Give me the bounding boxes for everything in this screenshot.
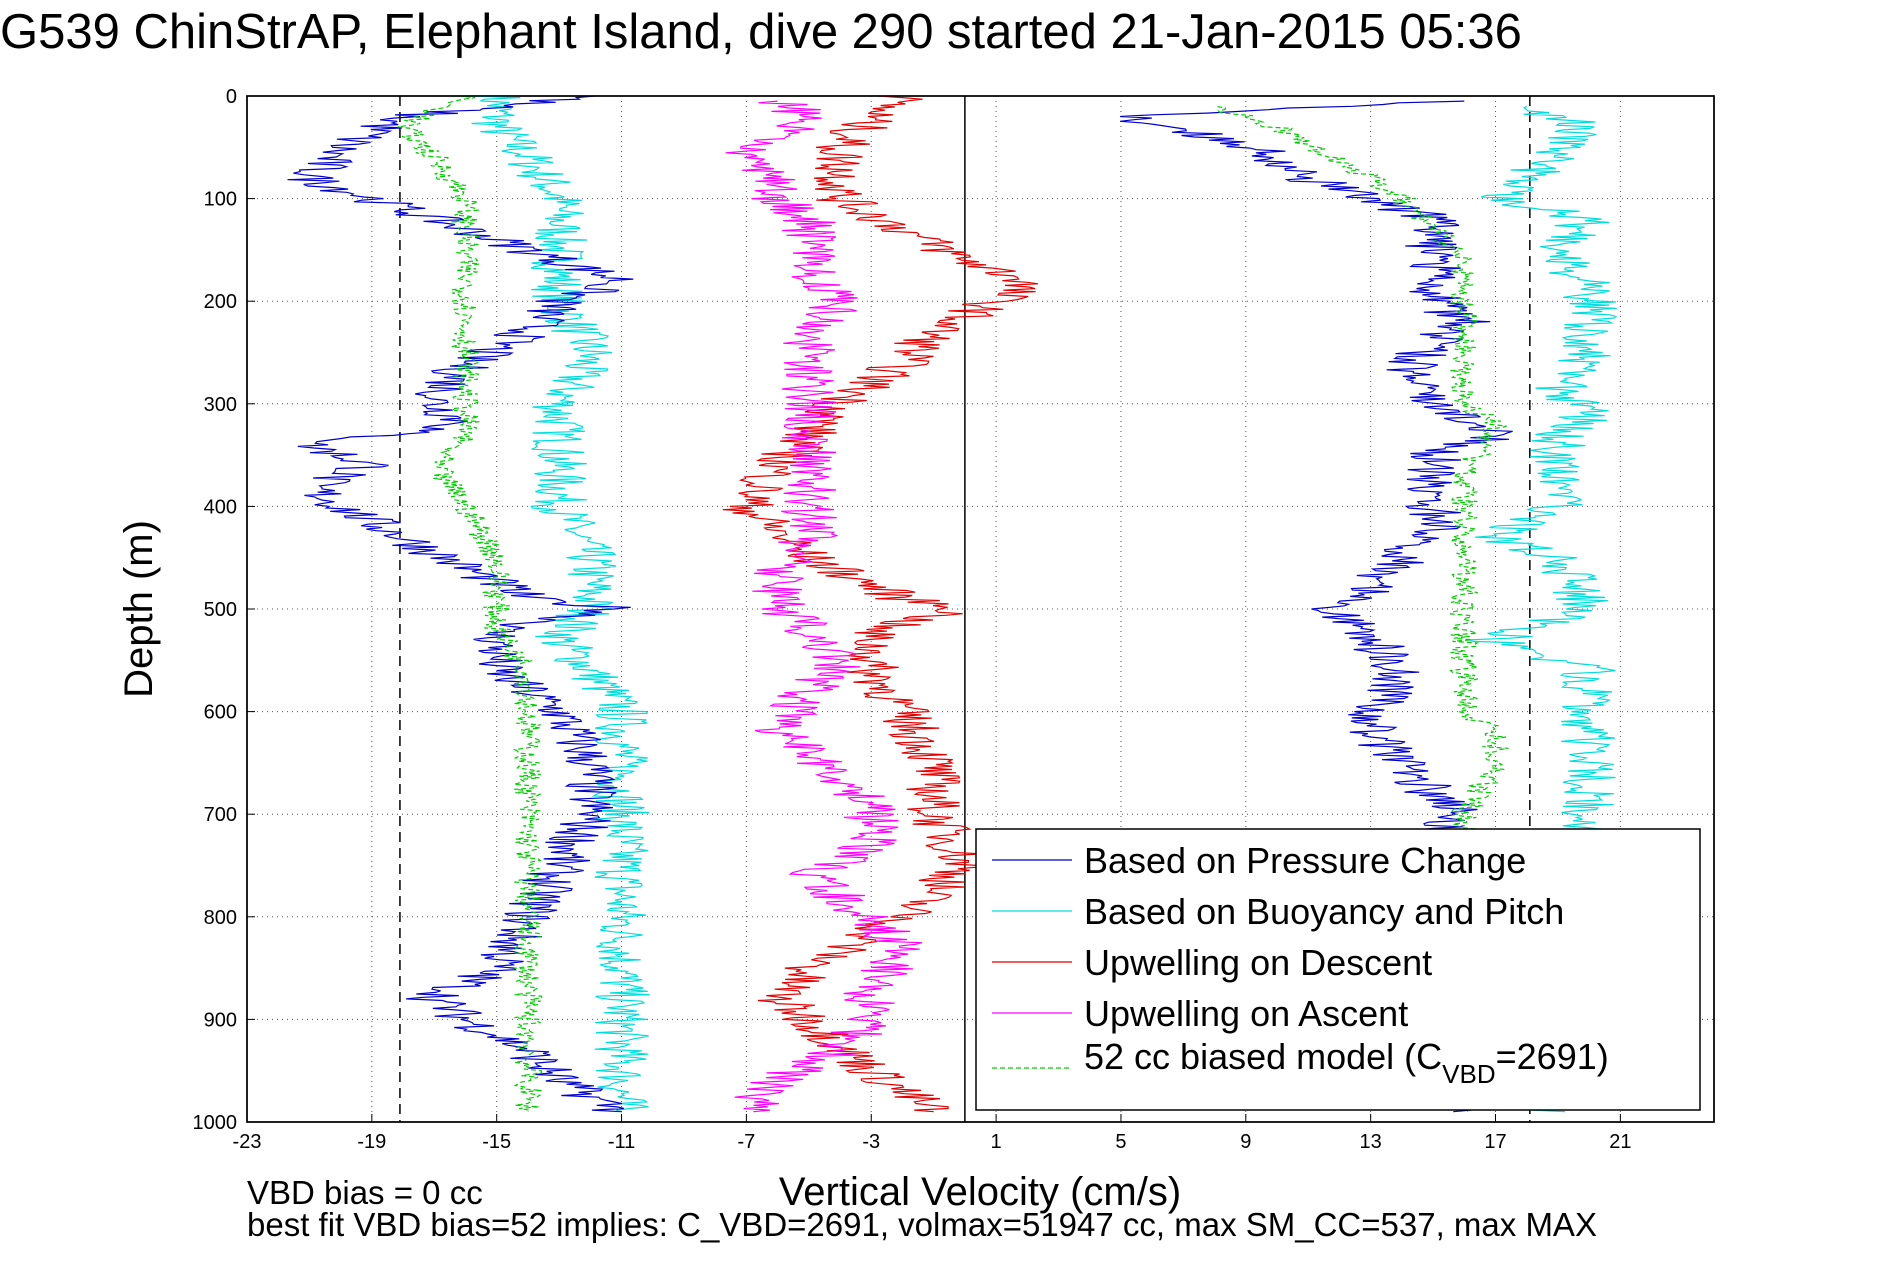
y-tick-label: 600 xyxy=(204,702,237,724)
y-tick-label: 900 xyxy=(204,1009,237,1031)
series-line-3-0 xyxy=(725,100,923,1113)
x-tick-label: 21 xyxy=(1609,1131,1631,1153)
x-tick-label: -19 xyxy=(357,1131,386,1153)
y-tick-label: 800 xyxy=(204,907,237,929)
x-tick-label: -11 xyxy=(608,1131,635,1153)
y-tick-label: 700 xyxy=(204,804,237,826)
x-tick-label: -15 xyxy=(482,1131,511,1153)
data-series xyxy=(287,95,1618,1113)
best-fit-note: best fit VBD bias=52 implies: C_VBD=2691… xyxy=(247,1206,1597,1243)
series-line-0-0 xyxy=(287,95,634,1113)
legend-box xyxy=(975,828,1701,1111)
plot-frame xyxy=(246,95,1715,1123)
y-tick-label: 200 xyxy=(204,291,237,313)
x-tick-label: -23 xyxy=(233,1131,262,1153)
x-tick-label: -3 xyxy=(862,1131,880,1153)
bias-note: VBD bias = 0 cc xyxy=(247,1174,483,1211)
legend-label: Upwelling on Ascent xyxy=(1084,993,1408,1034)
axis-ticks: -23 -19 -15 -11 -7 -3 1 5 9 13 17 21 0 100 200 300 400 50… xyxy=(193,86,1632,1153)
y-tick-label: 300 xyxy=(204,394,237,416)
legend-label: Based on Buoyancy and Pitch xyxy=(1084,891,1564,932)
x-tick-label: 5 xyxy=(1115,1131,1126,1153)
y-tick-label: 100 xyxy=(204,189,237,211)
x-tick-label: 13 xyxy=(1360,1131,1382,1153)
x-tick-label: -7 xyxy=(738,1131,756,1153)
y-tick-label: 400 xyxy=(204,496,237,518)
x-tick-label: 1 xyxy=(991,1131,1002,1153)
series-line-2-0 xyxy=(722,95,1039,1113)
legend: Based on Pressure Change Based on Buoyanc… xyxy=(975,828,1701,1111)
series-line-4-0 xyxy=(397,95,544,1113)
y-tick-label: 0 xyxy=(226,86,237,108)
series-line-1-0 xyxy=(468,95,650,1113)
y-axis-label: Depth (m) xyxy=(117,520,161,698)
x-tick-label: 9 xyxy=(1240,1131,1251,1153)
x-tick-label: 17 xyxy=(1484,1131,1506,1153)
y-tick-label: 1000 xyxy=(193,1112,238,1134)
legend-label: Upwelling on Descent xyxy=(1084,942,1432,983)
chart-title: G539 ChinStrAP, Elephant Island, dive 29… xyxy=(0,5,1522,59)
legend-label: Based on Pressure Change xyxy=(1084,840,1526,881)
series-line-4-1 xyxy=(1214,105,1509,1112)
y-tick-label: 500 xyxy=(204,599,237,621)
x-axis-label: Vertical Velocity (cm/s) xyxy=(779,1170,1181,1214)
